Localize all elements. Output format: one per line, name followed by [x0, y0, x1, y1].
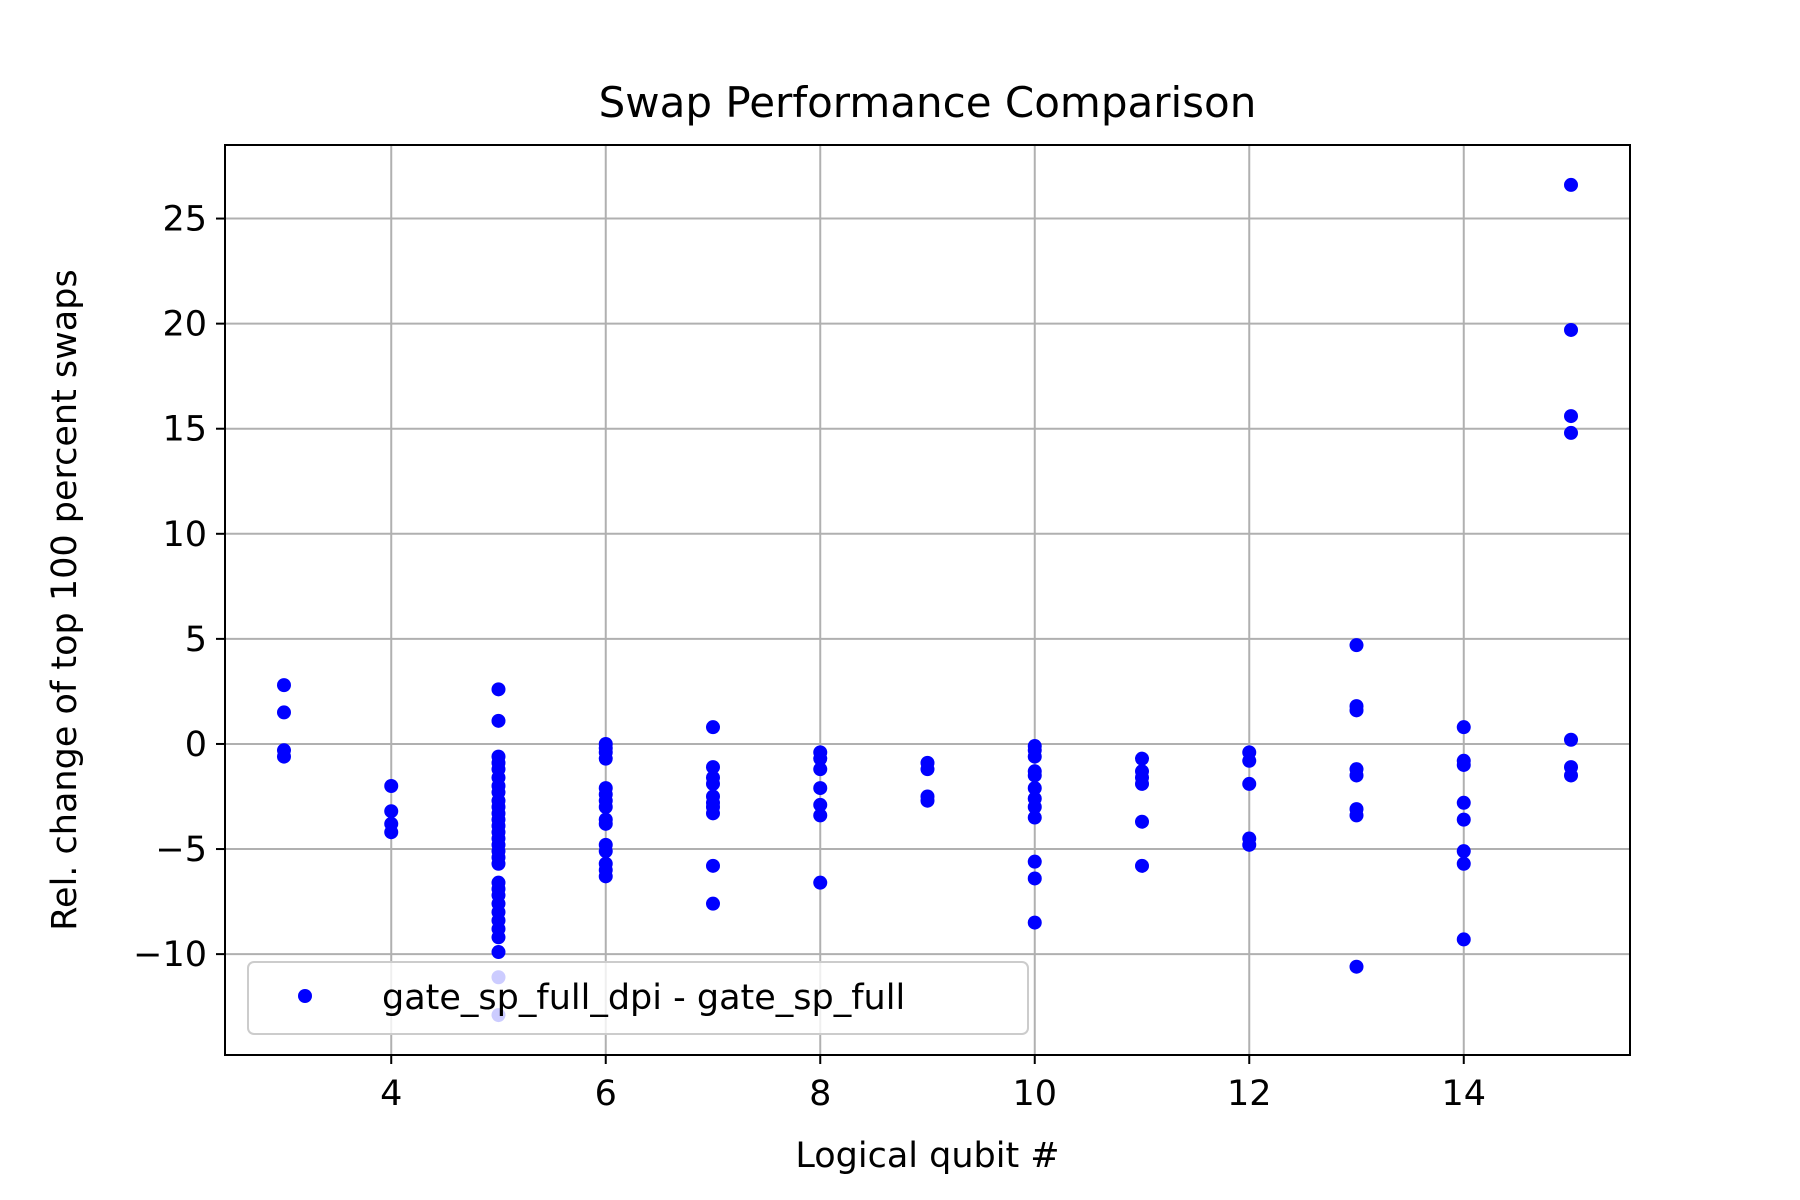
data-point	[1456, 795, 1471, 810]
data-point	[1349, 703, 1364, 718]
data-point	[1349, 638, 1364, 653]
data-point	[491, 713, 506, 728]
data-point	[813, 808, 828, 823]
data-point	[1456, 932, 1471, 947]
data-point	[491, 945, 506, 960]
data-point	[1564, 177, 1579, 192]
y-tick-label: 25	[162, 200, 207, 240]
legend-label: gate_sp_full_dpi - gate_sp_full	[382, 978, 905, 1018]
data-point	[813, 797, 828, 812]
data-point	[598, 844, 613, 859]
data-point	[1564, 768, 1579, 783]
data-point	[598, 816, 613, 831]
data-point	[1135, 814, 1150, 829]
data-point	[1456, 844, 1471, 859]
x-axis-label: Logical qubit #	[795, 1136, 1059, 1176]
y-tick-label: 10	[162, 515, 207, 555]
data-point	[276, 678, 291, 693]
data-point	[1027, 800, 1042, 815]
data-point	[491, 930, 506, 945]
legend-marker	[298, 989, 312, 1003]
data-point	[1456, 812, 1471, 827]
data-point	[705, 858, 720, 873]
data-point	[1242, 776, 1257, 791]
x-tick-label: 8	[809, 1074, 831, 1114]
y-tick-label: 0	[185, 725, 207, 765]
data-point	[1349, 808, 1364, 823]
chart-title: Swap Performance Comparison	[599, 78, 1257, 127]
data-points	[276, 177, 1579, 1023]
data-point	[491, 856, 506, 871]
y-tick-label: 20	[162, 305, 207, 345]
data-point	[813, 751, 828, 766]
x-tick-label: 14	[1441, 1074, 1486, 1114]
data-point	[1027, 749, 1042, 764]
grid-lines	[225, 145, 1630, 1055]
y-tick-label: −10	[133, 935, 207, 975]
legend-box	[247, 961, 1029, 1035]
data-point	[384, 825, 399, 840]
data-point	[1027, 854, 1042, 869]
y-axis-label: Rel. change of top 100 percent swaps	[45, 269, 85, 930]
data-point	[1242, 837, 1257, 852]
legend: gate_sp_full_dpi - gate_sp_full	[247, 961, 1029, 1035]
data-point	[1564, 409, 1579, 424]
data-point	[920, 793, 935, 808]
data-point	[705, 760, 720, 775]
data-point	[705, 720, 720, 735]
data-point	[598, 869, 613, 884]
data-point	[1135, 751, 1150, 766]
y-tick-label: 5	[185, 620, 207, 660]
data-point	[276, 749, 291, 764]
data-point	[384, 804, 399, 819]
data-point	[705, 896, 720, 911]
data-point	[1135, 776, 1150, 791]
data-point	[1564, 425, 1579, 440]
data-point	[705, 776, 720, 791]
data-point	[1456, 856, 1471, 871]
plot-area-frame	[224, 144, 1631, 1056]
x-tick-label: 12	[1227, 1074, 1272, 1114]
data-point	[491, 682, 506, 697]
data-point	[384, 778, 399, 793]
data-point	[1027, 810, 1042, 825]
data-point	[1027, 915, 1042, 930]
data-point	[813, 781, 828, 796]
data-point	[276, 705, 291, 720]
y-tick-label: 15	[162, 410, 207, 450]
x-tick-label: 4	[380, 1074, 402, 1114]
data-point	[1349, 768, 1364, 783]
data-point	[1456, 757, 1471, 772]
data-point	[1349, 959, 1364, 974]
data-point	[1135, 858, 1150, 873]
data-point	[1456, 720, 1471, 735]
data-point	[1564, 732, 1579, 747]
data-point	[920, 762, 935, 777]
x-tick-label: 10	[1012, 1074, 1057, 1114]
data-point	[813, 875, 828, 890]
data-point	[813, 762, 828, 777]
axis-ticks: 4 6 8 10 12 14 −10 −5 0 5 10 15 20 25	[133, 200, 1486, 1114]
data-point	[598, 751, 613, 766]
data-point	[1564, 322, 1579, 337]
x-tick-label: 6	[595, 1074, 617, 1114]
data-point	[598, 800, 613, 815]
y-tick-label: −5	[155, 830, 207, 870]
data-point	[1027, 768, 1042, 783]
data-point	[1242, 753, 1257, 768]
data-point	[1027, 781, 1042, 796]
data-point	[705, 806, 720, 821]
data-point	[1027, 871, 1042, 886]
